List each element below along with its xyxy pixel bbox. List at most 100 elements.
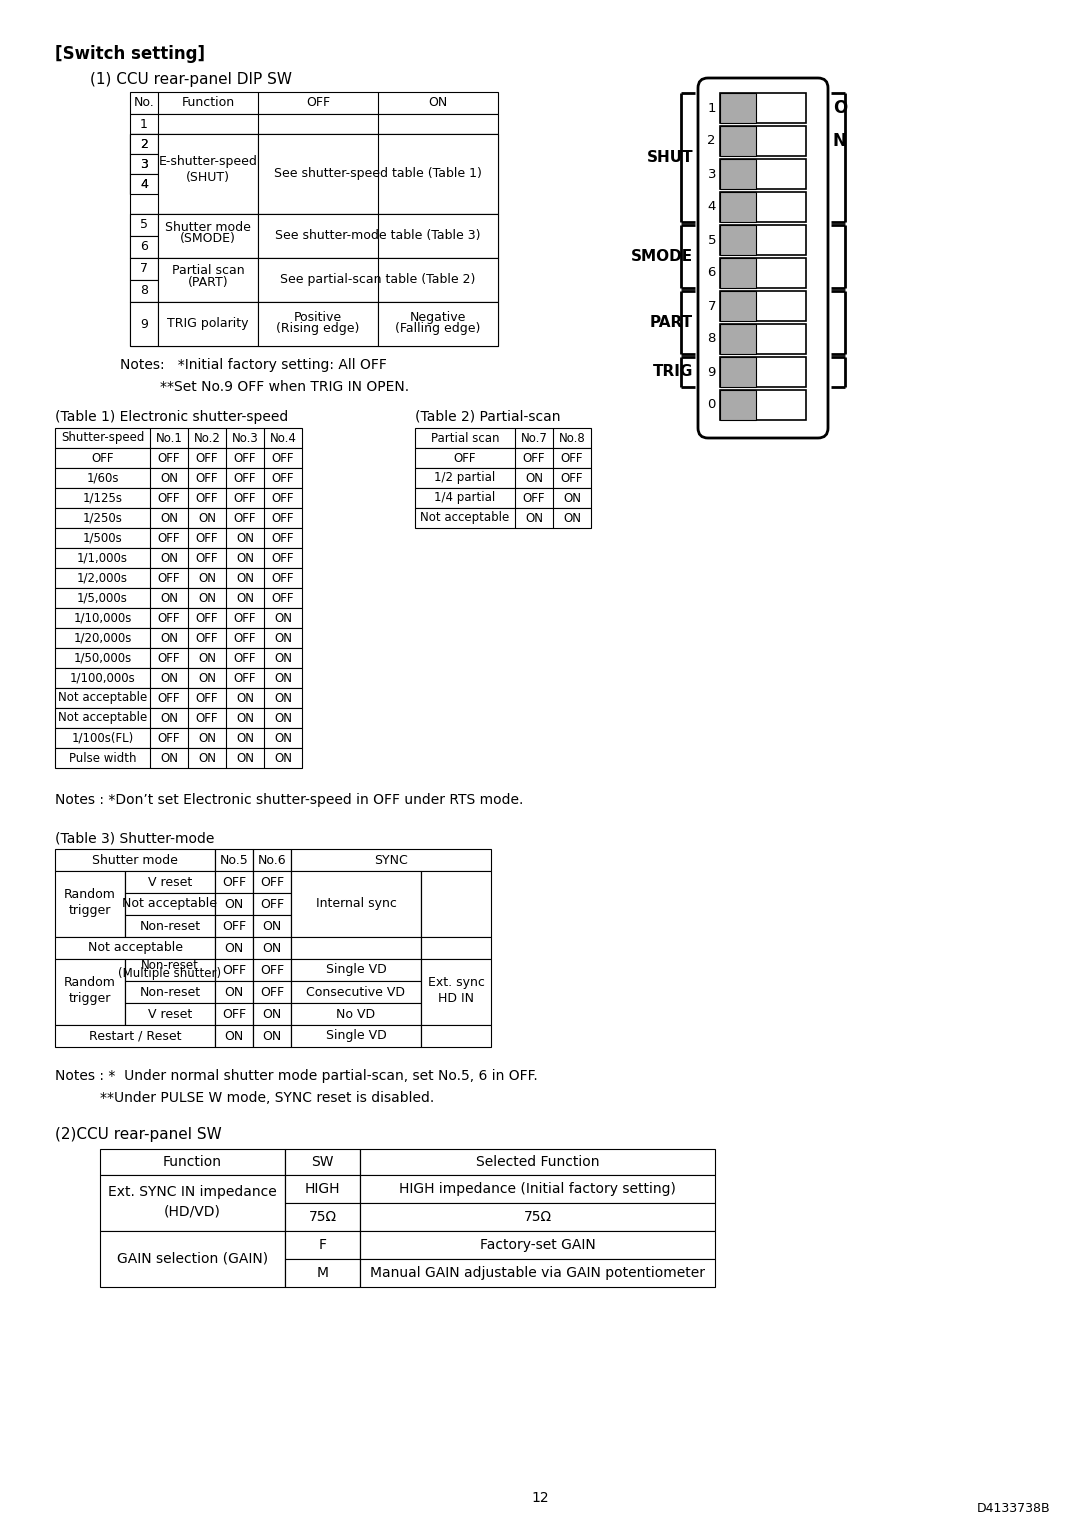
Bar xyxy=(55,688,302,707)
Text: (Falling edge): (Falling edge) xyxy=(395,322,481,335)
Bar xyxy=(55,960,125,1025)
Bar xyxy=(125,960,215,981)
Text: ON: ON xyxy=(525,512,543,524)
Text: 4: 4 xyxy=(140,177,148,191)
Bar xyxy=(130,214,498,258)
Bar xyxy=(720,290,806,321)
Bar xyxy=(258,258,498,303)
Text: 3: 3 xyxy=(140,157,148,171)
Bar xyxy=(130,154,158,174)
Bar xyxy=(55,507,302,529)
Text: Notes:   *Initial factory setting: All OFF: Notes: *Initial factory setting: All OFF xyxy=(120,358,387,371)
Bar xyxy=(360,1259,715,1287)
Text: OFF: OFF xyxy=(272,472,294,484)
Text: ON: ON xyxy=(262,920,282,932)
Text: OFF: OFF xyxy=(272,532,294,544)
Bar xyxy=(158,214,258,258)
Text: Restart / Reset: Restart / Reset xyxy=(89,1030,181,1042)
Text: No.5: No.5 xyxy=(219,854,248,866)
Bar xyxy=(720,125,806,156)
Text: ON: ON xyxy=(274,732,292,744)
Bar xyxy=(130,134,158,154)
Bar xyxy=(720,125,756,156)
Text: trigger: trigger xyxy=(69,905,111,917)
Bar xyxy=(125,915,215,937)
Text: OFF: OFF xyxy=(195,611,218,625)
Text: ON: ON xyxy=(198,512,216,524)
Text: 4: 4 xyxy=(140,177,148,191)
Bar xyxy=(55,428,302,448)
Text: See partial-scan table (Table 2): See partial-scan table (Table 2) xyxy=(281,274,475,287)
Text: OFF: OFF xyxy=(221,876,246,888)
Text: OFF: OFF xyxy=(195,472,218,484)
Bar xyxy=(360,1149,715,1175)
Bar xyxy=(720,225,806,255)
Text: (SMODE): (SMODE) xyxy=(180,232,235,244)
Bar xyxy=(720,93,756,122)
Text: (1) CCU rear-panel DIP SW: (1) CCU rear-panel DIP SW xyxy=(90,72,292,87)
Bar xyxy=(253,850,291,871)
Text: ON: ON xyxy=(274,692,292,704)
Text: OFF: OFF xyxy=(272,552,294,564)
Text: No.1: No.1 xyxy=(156,431,183,445)
Text: SHUT: SHUT xyxy=(646,150,693,165)
Bar xyxy=(215,1002,253,1025)
Bar xyxy=(720,358,806,387)
Text: 1/1,000s: 1/1,000s xyxy=(77,552,129,564)
Text: Single VD: Single VD xyxy=(326,1030,387,1042)
Text: OFF: OFF xyxy=(260,876,284,888)
Text: 3: 3 xyxy=(707,168,716,180)
Text: Not acceptable: Not acceptable xyxy=(58,692,147,704)
Bar xyxy=(55,668,302,688)
Text: **Under PULSE W mode, SYNC reset is disabled.: **Under PULSE W mode, SYNC reset is disa… xyxy=(100,1091,434,1105)
Text: D4133738B: D4133738B xyxy=(976,1502,1050,1514)
Text: Non-reset: Non-reset xyxy=(139,920,201,932)
Bar xyxy=(55,937,215,960)
Bar xyxy=(130,174,158,194)
Text: Random: Random xyxy=(64,975,116,989)
Text: See shutter-speed table (Table 1): See shutter-speed table (Table 1) xyxy=(274,168,482,180)
Text: OFF: OFF xyxy=(221,1007,246,1021)
Text: OFF: OFF xyxy=(158,532,180,544)
Bar xyxy=(253,915,291,937)
Bar xyxy=(360,1175,715,1203)
Text: 7: 7 xyxy=(140,263,148,275)
Bar xyxy=(55,1025,215,1047)
Text: Shutter mode: Shutter mode xyxy=(165,220,251,234)
Text: (2)CCU rear-panel SW: (2)CCU rear-panel SW xyxy=(55,1128,221,1141)
Text: ON: ON xyxy=(198,571,216,585)
Bar xyxy=(253,960,291,981)
Text: No.3: No.3 xyxy=(231,431,258,445)
Bar xyxy=(55,749,302,769)
Bar xyxy=(258,214,498,258)
Bar xyxy=(415,507,591,529)
Text: 8: 8 xyxy=(707,333,716,345)
Text: 1/10,000s: 1/10,000s xyxy=(73,611,132,625)
Text: OFF: OFF xyxy=(260,986,284,998)
Bar xyxy=(215,850,253,871)
Bar xyxy=(291,981,421,1002)
Text: 3: 3 xyxy=(140,157,148,171)
Text: ON: ON xyxy=(160,631,178,645)
Bar xyxy=(285,1232,360,1259)
Bar xyxy=(720,324,806,354)
Text: OFF: OFF xyxy=(561,451,583,465)
Text: Shutter mode: Shutter mode xyxy=(92,854,178,866)
Bar xyxy=(215,937,253,960)
Text: Ext. SYNC IN impedance: Ext. SYNC IN impedance xyxy=(108,1184,276,1199)
Bar xyxy=(215,915,253,937)
Bar xyxy=(215,892,253,915)
Bar xyxy=(158,134,258,214)
Bar xyxy=(720,193,756,222)
Bar xyxy=(130,134,498,214)
Text: 1/100,000s: 1/100,000s xyxy=(69,671,135,685)
Bar xyxy=(421,937,491,960)
Bar xyxy=(215,960,253,981)
Text: OFF: OFF xyxy=(561,472,583,484)
Text: ON: ON xyxy=(225,986,244,998)
Text: Function: Function xyxy=(181,96,234,110)
Text: Function: Function xyxy=(163,1155,222,1169)
Text: OFF: OFF xyxy=(523,451,545,465)
Text: 5: 5 xyxy=(707,234,716,246)
Bar xyxy=(285,1203,360,1232)
